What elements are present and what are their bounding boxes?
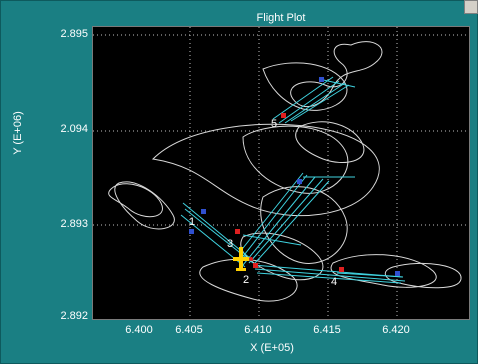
y-tick-label: 2.094	[60, 123, 88, 135]
x-tick-label: 6.405	[175, 324, 203, 336]
waypoint-marker-red	[235, 229, 240, 234]
x-tick-label: 6.420	[382, 324, 410, 336]
flight-line-b1	[240, 174, 308, 260]
flight-track	[108, 41, 462, 302]
x-axis-label: X (E+05)	[250, 342, 294, 354]
waypoint-marker-blue	[395, 271, 400, 276]
flight-line-g1	[242, 234, 302, 246]
waypoint-marker-blue	[201, 209, 206, 214]
window-corner-button[interactable]	[464, 0, 478, 14]
flight-line-d3	[256, 272, 402, 284]
x-tick-label: 6.410	[244, 324, 272, 336]
y-tick-label: 2.893	[60, 218, 88, 230]
track-loop-top	[290, 41, 383, 108]
flight-line-b3	[248, 178, 324, 264]
waypoint-marker-red	[281, 113, 286, 118]
waypoint-label-4: 4	[331, 276, 337, 288]
waypoint-marker-red	[253, 263, 258, 268]
waypoints: 1 2 3 4 5	[189, 77, 400, 288]
flight-line-d2	[254, 268, 406, 282]
aircraft-icon[interactable]	[233, 247, 253, 271]
plot-title: Flight Plot	[256, 12, 306, 24]
flight-plot-canvas[interactable]: 1 2 3 4 5	[93, 27, 470, 320]
flight-line-b4	[254, 180, 330, 264]
flight-lines	[180, 76, 406, 284]
track-loop-left	[108, 183, 163, 218]
waypoint-marker-blue	[297, 179, 302, 184]
y-axis-label: Y (E+06)	[12, 111, 24, 155]
track-loop-center	[260, 186, 348, 264]
flight-line-c2	[278, 80, 340, 124]
track-loop-left2	[114, 181, 175, 230]
waypoint-label-5: 5	[271, 118, 277, 130]
flight-line-c3	[284, 82, 346, 124]
waypoint-label-1: 1	[189, 216, 195, 228]
waypoint-label-2: 2	[243, 274, 249, 286]
flight-line-f1	[318, 78, 356, 88]
track-loop-big	[151, 123, 380, 217]
waypoint-marker-blue	[319, 77, 324, 82]
flight-line-c4	[290, 84, 350, 122]
track-loop-right2	[330, 254, 437, 288]
track-loop-lower	[240, 232, 324, 281]
x-tick-label: 6.415	[313, 324, 341, 336]
track-loop-top3	[295, 121, 365, 163]
x-tick-label: 6.400	[125, 324, 153, 336]
y-tick-label: 2.895	[60, 28, 88, 40]
flight-line-e2	[336, 272, 404, 278]
flight-line-b2	[242, 176, 316, 266]
track-loop-top2	[262, 62, 348, 111]
y-tick-label: 2.892	[60, 310, 88, 322]
waypoint-label-3: 3	[227, 238, 233, 250]
waypoint-marker-red	[339, 267, 344, 272]
flight-line-b5	[238, 172, 304, 254]
plot-area[interactable]: 1 2 3 4 5	[92, 26, 470, 320]
waypoint-marker-blue	[189, 229, 194, 234]
flight-line-c1	[272, 76, 334, 120]
